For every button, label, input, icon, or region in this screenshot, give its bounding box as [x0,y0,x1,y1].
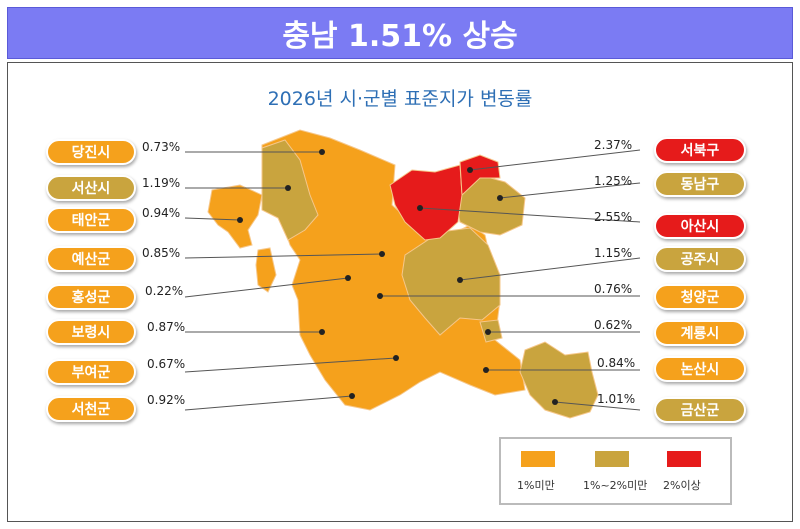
region-name: 보령시 [71,325,111,341]
region-markers [237,149,558,405]
region-name: 태안군 [71,213,111,229]
region-pill-dangjin: 당진시 [46,139,136,165]
region-seobuk-shape [459,154,501,197]
region-taean-island-shape [255,247,277,293]
region-pill-seosan: 서산시 [46,175,136,201]
region-rate-asan: 2.55% [594,210,633,224]
region-base-shape [261,129,526,411]
region-rate-geumsan: 1.01% [597,392,636,406]
region-rate-seosan: 1.19% [142,176,181,190]
region-rate-boryeong: 0.87% [147,320,186,334]
region-rate-gongju: 1.15% [594,246,633,260]
region-pill-nonsan: 논산시 [654,356,746,382]
region-pill-boryeong: 보령시 [46,319,136,345]
region-name: 아산시 [680,219,720,235]
region-rate-yesan: 0.85% [142,246,181,260]
region-pill-gongju: 공주시 [654,246,746,272]
region-name: 당진시 [71,145,111,161]
page-title: 충남 1.51% 상승 [282,19,518,54]
region-geumsan-shape [519,341,599,419]
region-name: 논산시 [680,362,720,378]
region-gongju-shape [401,227,501,336]
legend-swatch-high [667,451,701,467]
region-name: 금산군 [680,403,720,419]
legend-swatch-low [521,451,555,467]
region-name: 서산시 [71,181,111,197]
region-pill-dongnam: 동남구 [654,171,746,197]
region-name: 청양군 [680,290,720,306]
region-rate-seobuk: 2.37% [594,138,633,152]
region-gyeryong-shape [479,319,503,343]
region-pill-cheongyang: 청양군 [654,284,746,310]
region-pill-seobuk: 서북구 [654,137,746,163]
region-pill-yesan: 예산군 [46,246,136,272]
region-pill-hongseong: 홍성군 [46,284,136,310]
region-asan-shape [389,164,463,241]
region-name: 부여군 [71,365,111,381]
region-pill-geumsan: 금산군 [654,397,746,423]
region-name: 홍성군 [71,290,111,306]
region-taean-shape [207,184,263,249]
region-pill-seocheon: 서천군 [46,396,136,422]
region-pill-taean: 태안군 [46,207,136,233]
title-banner: 충남 1.51% 상승 [7,7,793,59]
region-rate-buyeo: 0.67% [147,357,186,371]
region-name: 공주시 [680,252,720,268]
region-rate-hongseong: 0.22% [145,284,184,298]
legend-swatch-mid [595,451,629,467]
region-rate-dangjin: 0.73% [142,140,181,154]
region-rate-taean: 0.94% [142,206,181,220]
region-rate-dongnam: 1.25% [594,174,633,188]
map-title: 2026년 시·군별 표준지가 변동률 [267,88,533,110]
region-name: 계룡시 [680,326,720,342]
legend-label-mid: 1%~2%미만 [583,479,648,492]
region-pill-asan: 아산시 [654,213,746,239]
legend-label-low: 1%미만 [517,479,555,492]
region-name: 예산군 [71,252,111,268]
region-name: 서북구 [680,143,720,159]
region-name: 서천군 [71,402,111,418]
region-rate-gyeryong: 0.62% [594,318,633,332]
region-rate-seocheon: 0.92% [147,393,186,407]
region-rate-cheongyang: 0.76% [594,282,633,296]
legend-label-high: 2%이상 [663,479,701,492]
region-pill-buyeo: 부여군 [46,359,136,385]
map-legend: 1%미만 1%~2%미만 2%이상 [499,437,732,505]
region-pill-gyeryong: 계룡시 [654,320,746,346]
region-rate-nonsan: 0.84% [597,356,636,370]
map-frame [7,62,793,522]
region-name: 동남구 [680,177,720,193]
leader-lines [184,149,641,411]
